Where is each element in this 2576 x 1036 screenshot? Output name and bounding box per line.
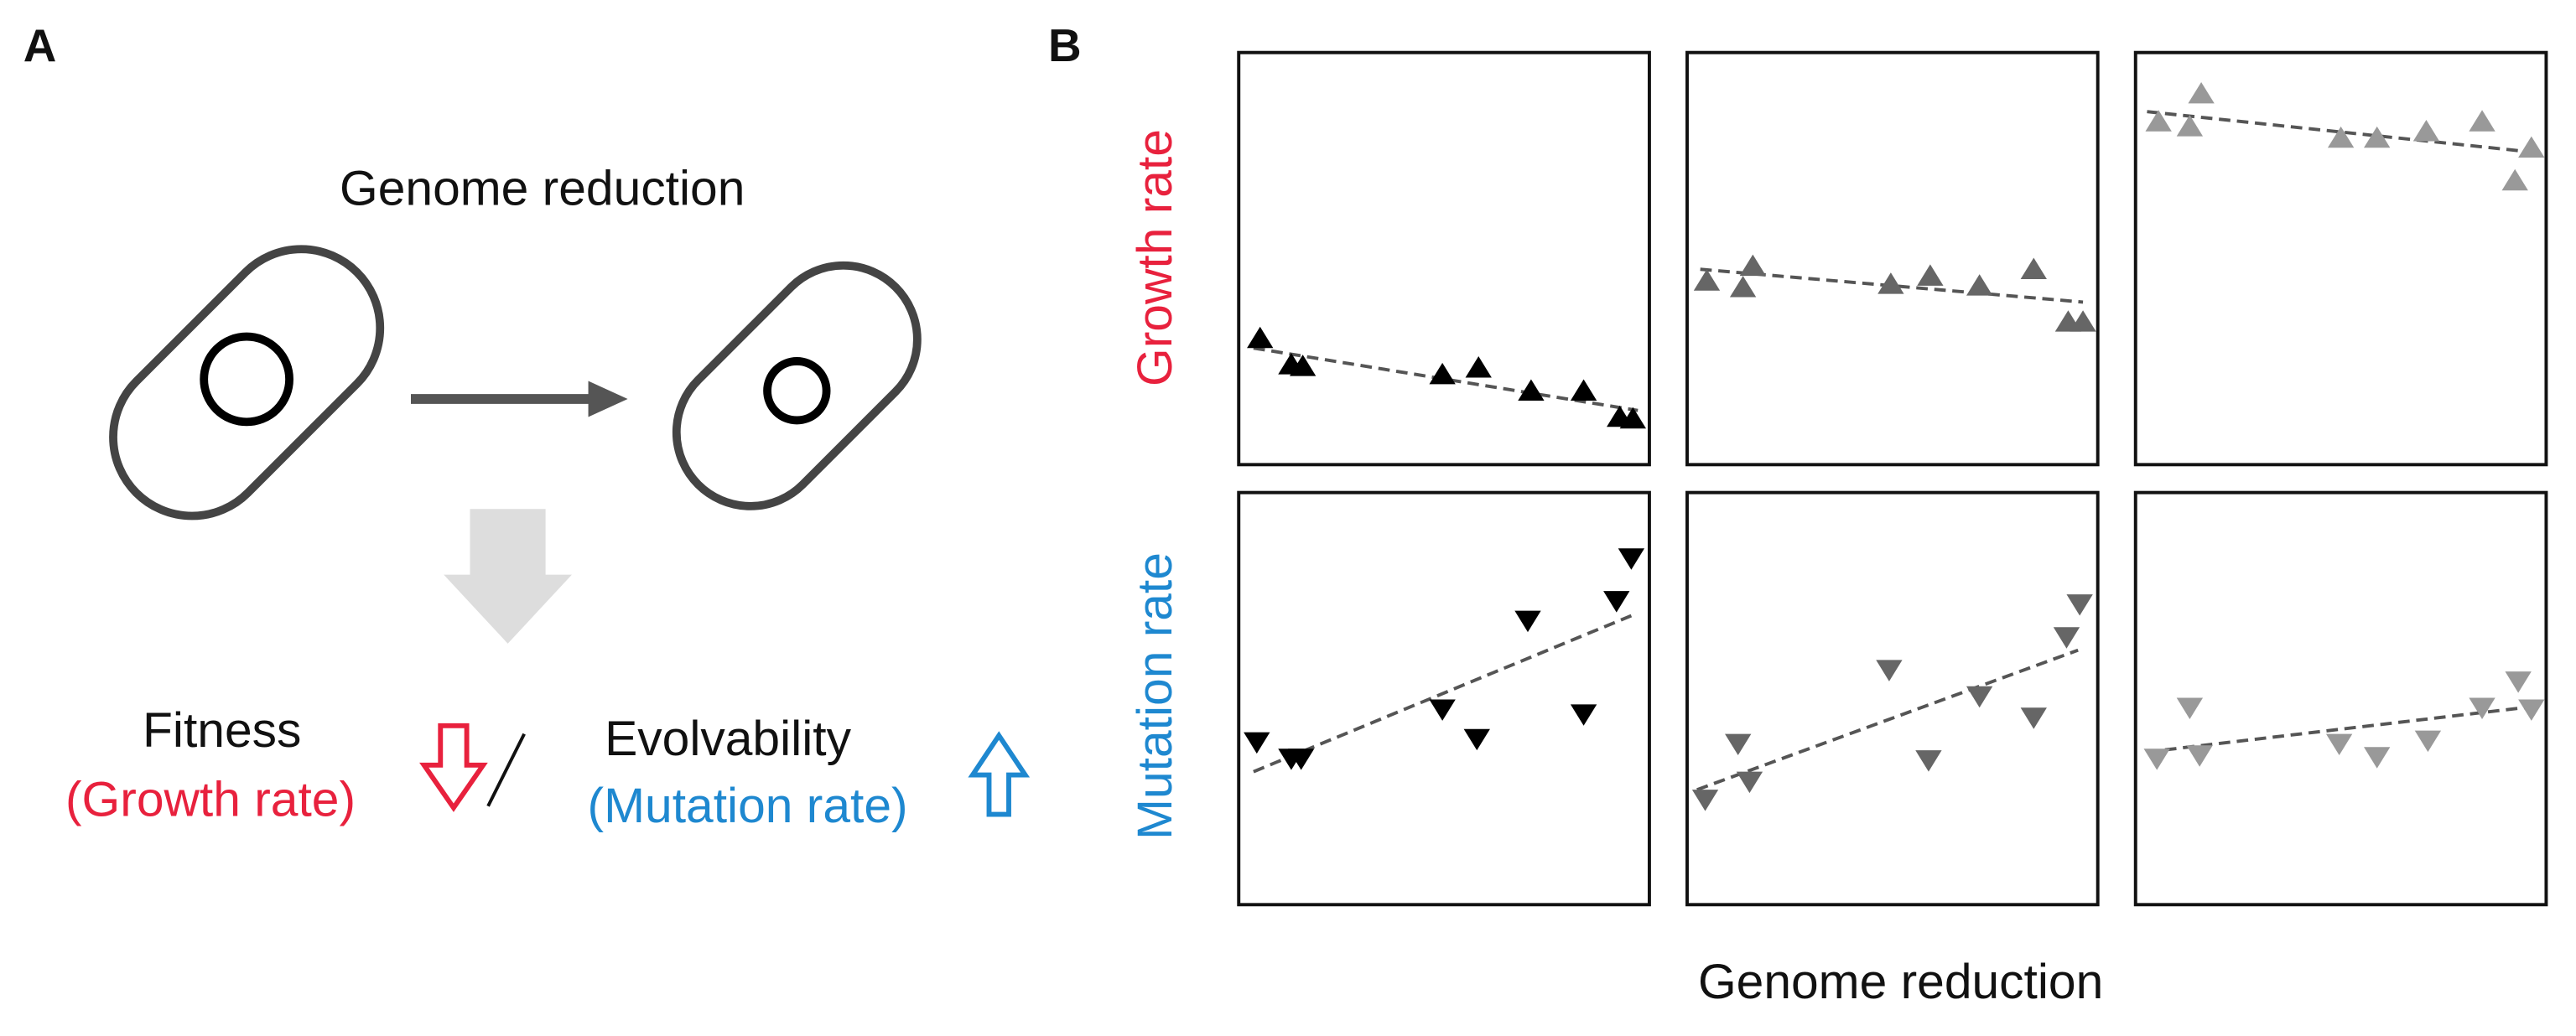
- marker: [1917, 264, 1944, 286]
- trend-line: [2147, 704, 2538, 754]
- cell-large: [109, 245, 385, 521]
- marker: [1429, 362, 1456, 385]
- marker: [1603, 591, 1630, 613]
- panel-frame: [2133, 50, 2548, 467]
- nucleus: [763, 357, 831, 425]
- marker: [1739, 254, 1767, 277]
- marker: [2020, 707, 2047, 729]
- panel-frame: [1237, 490, 1651, 907]
- marker: [1966, 274, 1993, 296]
- marker: [2469, 110, 2496, 132]
- trend-line: [1696, 648, 2079, 792]
- marker: [1514, 610, 1541, 633]
- marker: [1619, 407, 1647, 429]
- marker: [1725, 733, 1752, 756]
- marker: [2188, 81, 2215, 104]
- marker: [2501, 168, 2528, 191]
- marker: [1736, 771, 1763, 794]
- marker: [2325, 733, 2353, 756]
- marker: [2518, 699, 2545, 721]
- evolvability-label: Evolvability: [605, 712, 851, 766]
- trend-line: [1253, 614, 1633, 774]
- fitness-measure: (Growth rate): [65, 772, 356, 826]
- scatter-panels: [1237, 50, 2548, 907]
- marker: [1691, 790, 1719, 811]
- marker: [1247, 326, 1274, 349]
- panel-label: B: [1048, 19, 1082, 71]
- panel-label: A: [23, 19, 57, 71]
- marker: [1288, 749, 1315, 770]
- down-arrow: [444, 509, 572, 644]
- panel-frame: [1685, 50, 2100, 467]
- marker: [2053, 627, 2080, 649]
- marker: [1244, 732, 1270, 754]
- marker: [1915, 750, 1942, 772]
- marker: [1693, 269, 1721, 291]
- marker: [2364, 126, 2391, 148]
- row-label: Mutation rate: [1128, 552, 1182, 840]
- marker: [2505, 671, 2532, 693]
- marker: [2364, 747, 2391, 769]
- marker: [2020, 257, 2047, 279]
- marker: [2469, 697, 2496, 719]
- cell-small: [672, 261, 922, 510]
- marker: [1570, 379, 1597, 401]
- marker: [2176, 697, 2204, 719]
- row-label: Growth rate: [1128, 129, 1182, 386]
- separator: [486, 733, 526, 807]
- marker: [2143, 749, 2170, 770]
- marker: [2414, 730, 2442, 753]
- x-axis-label: Genome reduction: [1698, 955, 2103, 1009]
- marker: [1289, 355, 1317, 376]
- diagram-title: Genome reduction: [340, 162, 745, 216]
- marker: [2518, 136, 2545, 158]
- panel-frame: [1237, 50, 1651, 467]
- marker: [2327, 126, 2355, 148]
- increase-arrow: [968, 731, 1031, 817]
- arrow: [411, 381, 628, 417]
- marker: [1876, 660, 1903, 681]
- marker: [2176, 115, 2204, 137]
- decrease-arrow: [419, 723, 488, 812]
- marker: [1618, 548, 1645, 570]
- trend-line: [2147, 110, 2538, 155]
- marker: [1463, 728, 1490, 751]
- marker: [2186, 745, 2213, 767]
- marker: [1729, 276, 1757, 298]
- marker: [1518, 379, 1545, 401]
- marker: [1465, 356, 1492, 378]
- marker: [2412, 119, 2440, 142]
- marker: [1570, 704, 1597, 726]
- fitness-label: Fitness: [143, 703, 301, 758]
- marker: [1877, 272, 1904, 294]
- evolvability-measure: (Mutation rate): [588, 779, 908, 833]
- panel-frame: [1685, 490, 2100, 907]
- panel-frame: [2133, 490, 2548, 907]
- nucleus: [200, 332, 293, 427]
- marker: [2066, 594, 2093, 616]
- trend-line: [1253, 346, 1639, 412]
- marker: [1966, 686, 1993, 708]
- marker: [2145, 110, 2172, 132]
- marker: [2070, 310, 2096, 332]
- marker: [1429, 699, 1456, 721]
